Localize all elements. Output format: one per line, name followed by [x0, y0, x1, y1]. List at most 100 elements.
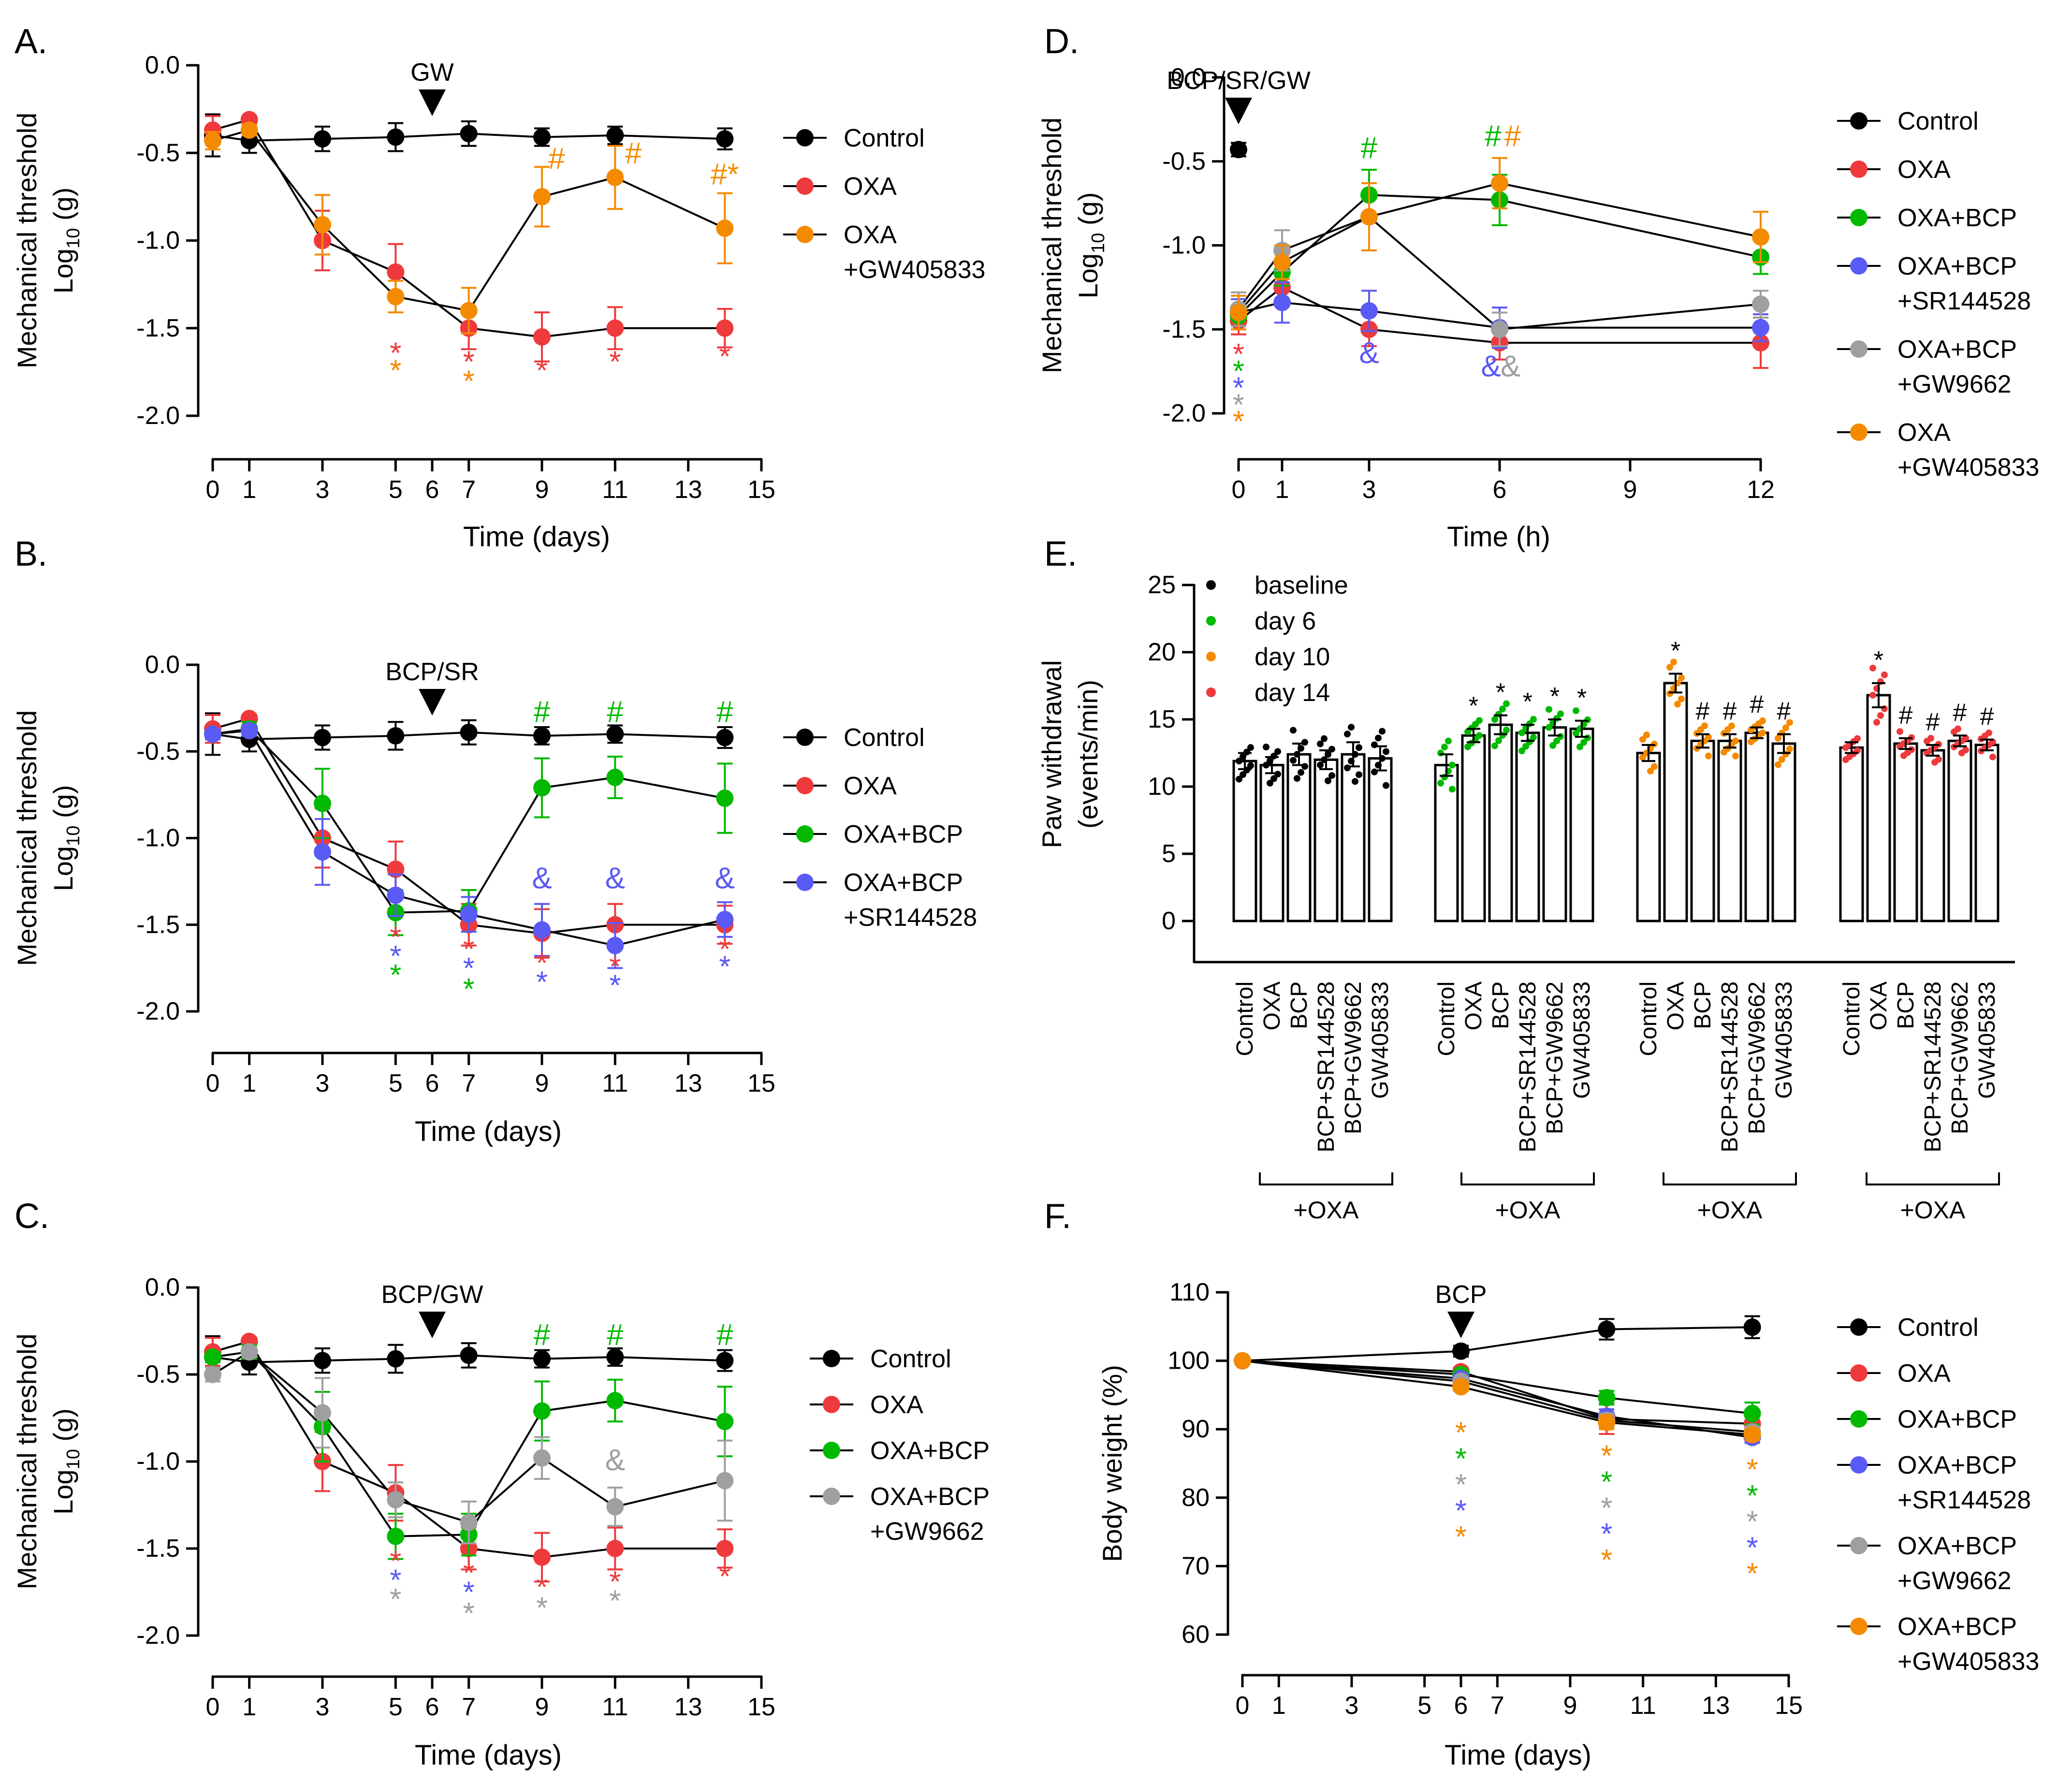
y-axis-title-D: Mechanical threshold	[1036, 117, 1067, 373]
data-dot-E-day 10	[1728, 722, 1735, 730]
legend-label-E: day 14	[1255, 679, 1330, 707]
data-point-B-Control	[314, 729, 331, 746]
data-point-F-OXA+BCP	[1743, 1404, 1761, 1422]
data-dot-E-day 14	[1897, 728, 1903, 735]
data-dot-E-day 6	[1445, 737, 1452, 745]
y-axis-title-C-log: Log10 (g)	[48, 1408, 84, 1515]
data-dot-E-baseline	[1379, 728, 1386, 735]
x-tick-label-D: 0	[1232, 476, 1246, 504]
data-dot-E-day 14	[1962, 746, 1969, 754]
significance-mark-C: *	[536, 1571, 548, 1604]
data-dot-E-day 10	[1782, 724, 1789, 731]
legend-label-A: OXA	[844, 221, 897, 249]
significance-mark-B: *	[390, 921, 401, 954]
significance-mark-E: #	[1926, 708, 1940, 736]
data-dot-E-baseline	[1348, 724, 1355, 731]
significance-mark-F: *	[1747, 1557, 1758, 1591]
legend-label-D: +GW9662	[1897, 370, 2012, 398]
significance-mark-B: *	[719, 933, 730, 966]
y-axis-title-sub: 10	[63, 826, 84, 846]
data-dot-E-day 6	[1580, 739, 1587, 746]
x-tick-label-C: 6	[425, 1693, 439, 1721]
data-point-D-OXA+BCP+GW9662	[1752, 295, 1769, 313]
significance-mark-A: *	[390, 336, 401, 370]
data-point-A-OXA+BCP+GW405833	[314, 216, 331, 234]
data-dot-E-day 6	[1584, 716, 1591, 723]
data-dot-E-baseline	[1236, 775, 1242, 783]
legend-label-D: OXA	[1897, 156, 1951, 184]
category-label-E: BCP+GW9662	[1542, 981, 1568, 1134]
legend-label-D: +SR144528	[1897, 287, 2031, 315]
series-line-C-OXA+BCP+GW9662	[212, 1350, 725, 1524]
significance-mark-E: *	[1671, 637, 1680, 665]
legend-marker-D-OXA+BCP	[1850, 209, 1868, 226]
significance-mark-A: *	[536, 354, 548, 388]
x-tick-label-B: 11	[602, 1069, 628, 1097]
bar-E-day 14	[1839, 746, 1864, 922]
data-point-D-OXA+BCP+GW9662	[1491, 321, 1508, 338]
data-point-C-OXA	[716, 1540, 734, 1557]
data-point-A-Control	[387, 128, 405, 146]
data-dot-E-baseline	[1344, 731, 1351, 738]
data-dot-E-day 10	[1786, 719, 1793, 726]
data-dot-E-day 14	[1869, 691, 1876, 699]
data-dot-E-day 10	[1775, 761, 1781, 768]
data-dot-E-day 6	[1441, 744, 1448, 751]
x-tick-label-B: 5	[389, 1069, 403, 1097]
legend-label-D: +GW405833	[1897, 453, 2039, 482]
y-tick-label-C: -0.5	[136, 1360, 180, 1388]
data-dot-E-baseline	[1247, 762, 1254, 769]
category-label-E: Control	[1232, 981, 1258, 1056]
category-label-E: BCP+SR144528	[1313, 981, 1339, 1153]
legend-label-F: OXA+BCP	[1897, 1613, 2017, 1641]
x-tick-label-A: 11	[602, 476, 628, 504]
significance-mark-A: *	[390, 354, 401, 388]
legend-marker-D-OXA+BCP+SR144528	[1850, 257, 1868, 275]
data-point-C-Control	[533, 1350, 551, 1368]
y-tick-label-B: -1.0	[136, 824, 180, 852]
data-dot-E-baseline	[1270, 775, 1277, 782]
category-label-E: GW405833	[1771, 981, 1797, 1099]
data-point-A-OXA+BCP+GW405833	[606, 169, 624, 186]
data-dot-E-baseline	[1240, 771, 1246, 778]
data-dot-E-day 6	[1437, 779, 1444, 787]
legend-marker-A-OXA	[796, 177, 814, 195]
y-axis-title-part: Log	[48, 248, 78, 293]
data-point-D-OXA+BCP+GW405833	[1752, 228, 1769, 246]
category-label-E: BCP+GW9662	[1744, 981, 1770, 1134]
legend-marker-B-OXA	[796, 777, 814, 794]
data-point-A-OXA	[606, 319, 624, 337]
treatment-arrow-C	[419, 1312, 446, 1338]
y-axis-title-sub: 10	[63, 228, 84, 248]
bar-E-day 10	[1636, 752, 1661, 922]
data-point-F-OXA+BCP+GW405833	[1598, 1414, 1616, 1432]
y-tick-label-D: -1.5	[1162, 315, 1206, 343]
data-point-C-OXA	[606, 1540, 624, 1557]
data-dot-E-day 10	[1732, 737, 1739, 745]
significance-mark-B: *	[719, 950, 730, 983]
significance-mark-C: *	[390, 1583, 401, 1616]
data-point-D-OXA+BCP+GW405833	[1230, 304, 1247, 322]
significance-mark-B: *	[536, 966, 548, 999]
data-dot-E-baseline	[1383, 782, 1389, 789]
significance-mark-E: *	[1469, 692, 1478, 720]
significance-mark-E: *	[1874, 646, 1883, 674]
data-point-F-OXA+BCP+GW405833	[1452, 1378, 1470, 1396]
series-line-F-OXA+BCP	[1242, 1359, 1752, 1415]
data-dot-E-day 14	[1869, 664, 1876, 672]
significance-mark-B: #	[607, 695, 624, 729]
legend-label-F: OXA+BCP	[1897, 1532, 2017, 1560]
data-point-C-Control	[606, 1348, 624, 1366]
data-dot-E-baseline	[1301, 739, 1308, 746]
y-tick-label-F: 110	[1169, 1278, 1210, 1306]
y-axis-title-unit: (g)	[48, 1408, 78, 1449]
significance-mark-B: *	[463, 952, 475, 985]
data-dot-E-day 6	[1476, 732, 1483, 739]
legend-label-F: OXA+BCP	[1897, 1451, 2017, 1479]
series-line-F-OXA+BCP+GW405833	[1242, 1359, 1752, 1436]
significance-mark-B: #	[716, 695, 733, 729]
data-dot-E-day 6	[1530, 734, 1537, 741]
group-bracket-E	[1663, 1172, 1797, 1185]
legend-marker-E	[1206, 652, 1216, 661]
data-dot-E-baseline	[1294, 775, 1300, 782]
